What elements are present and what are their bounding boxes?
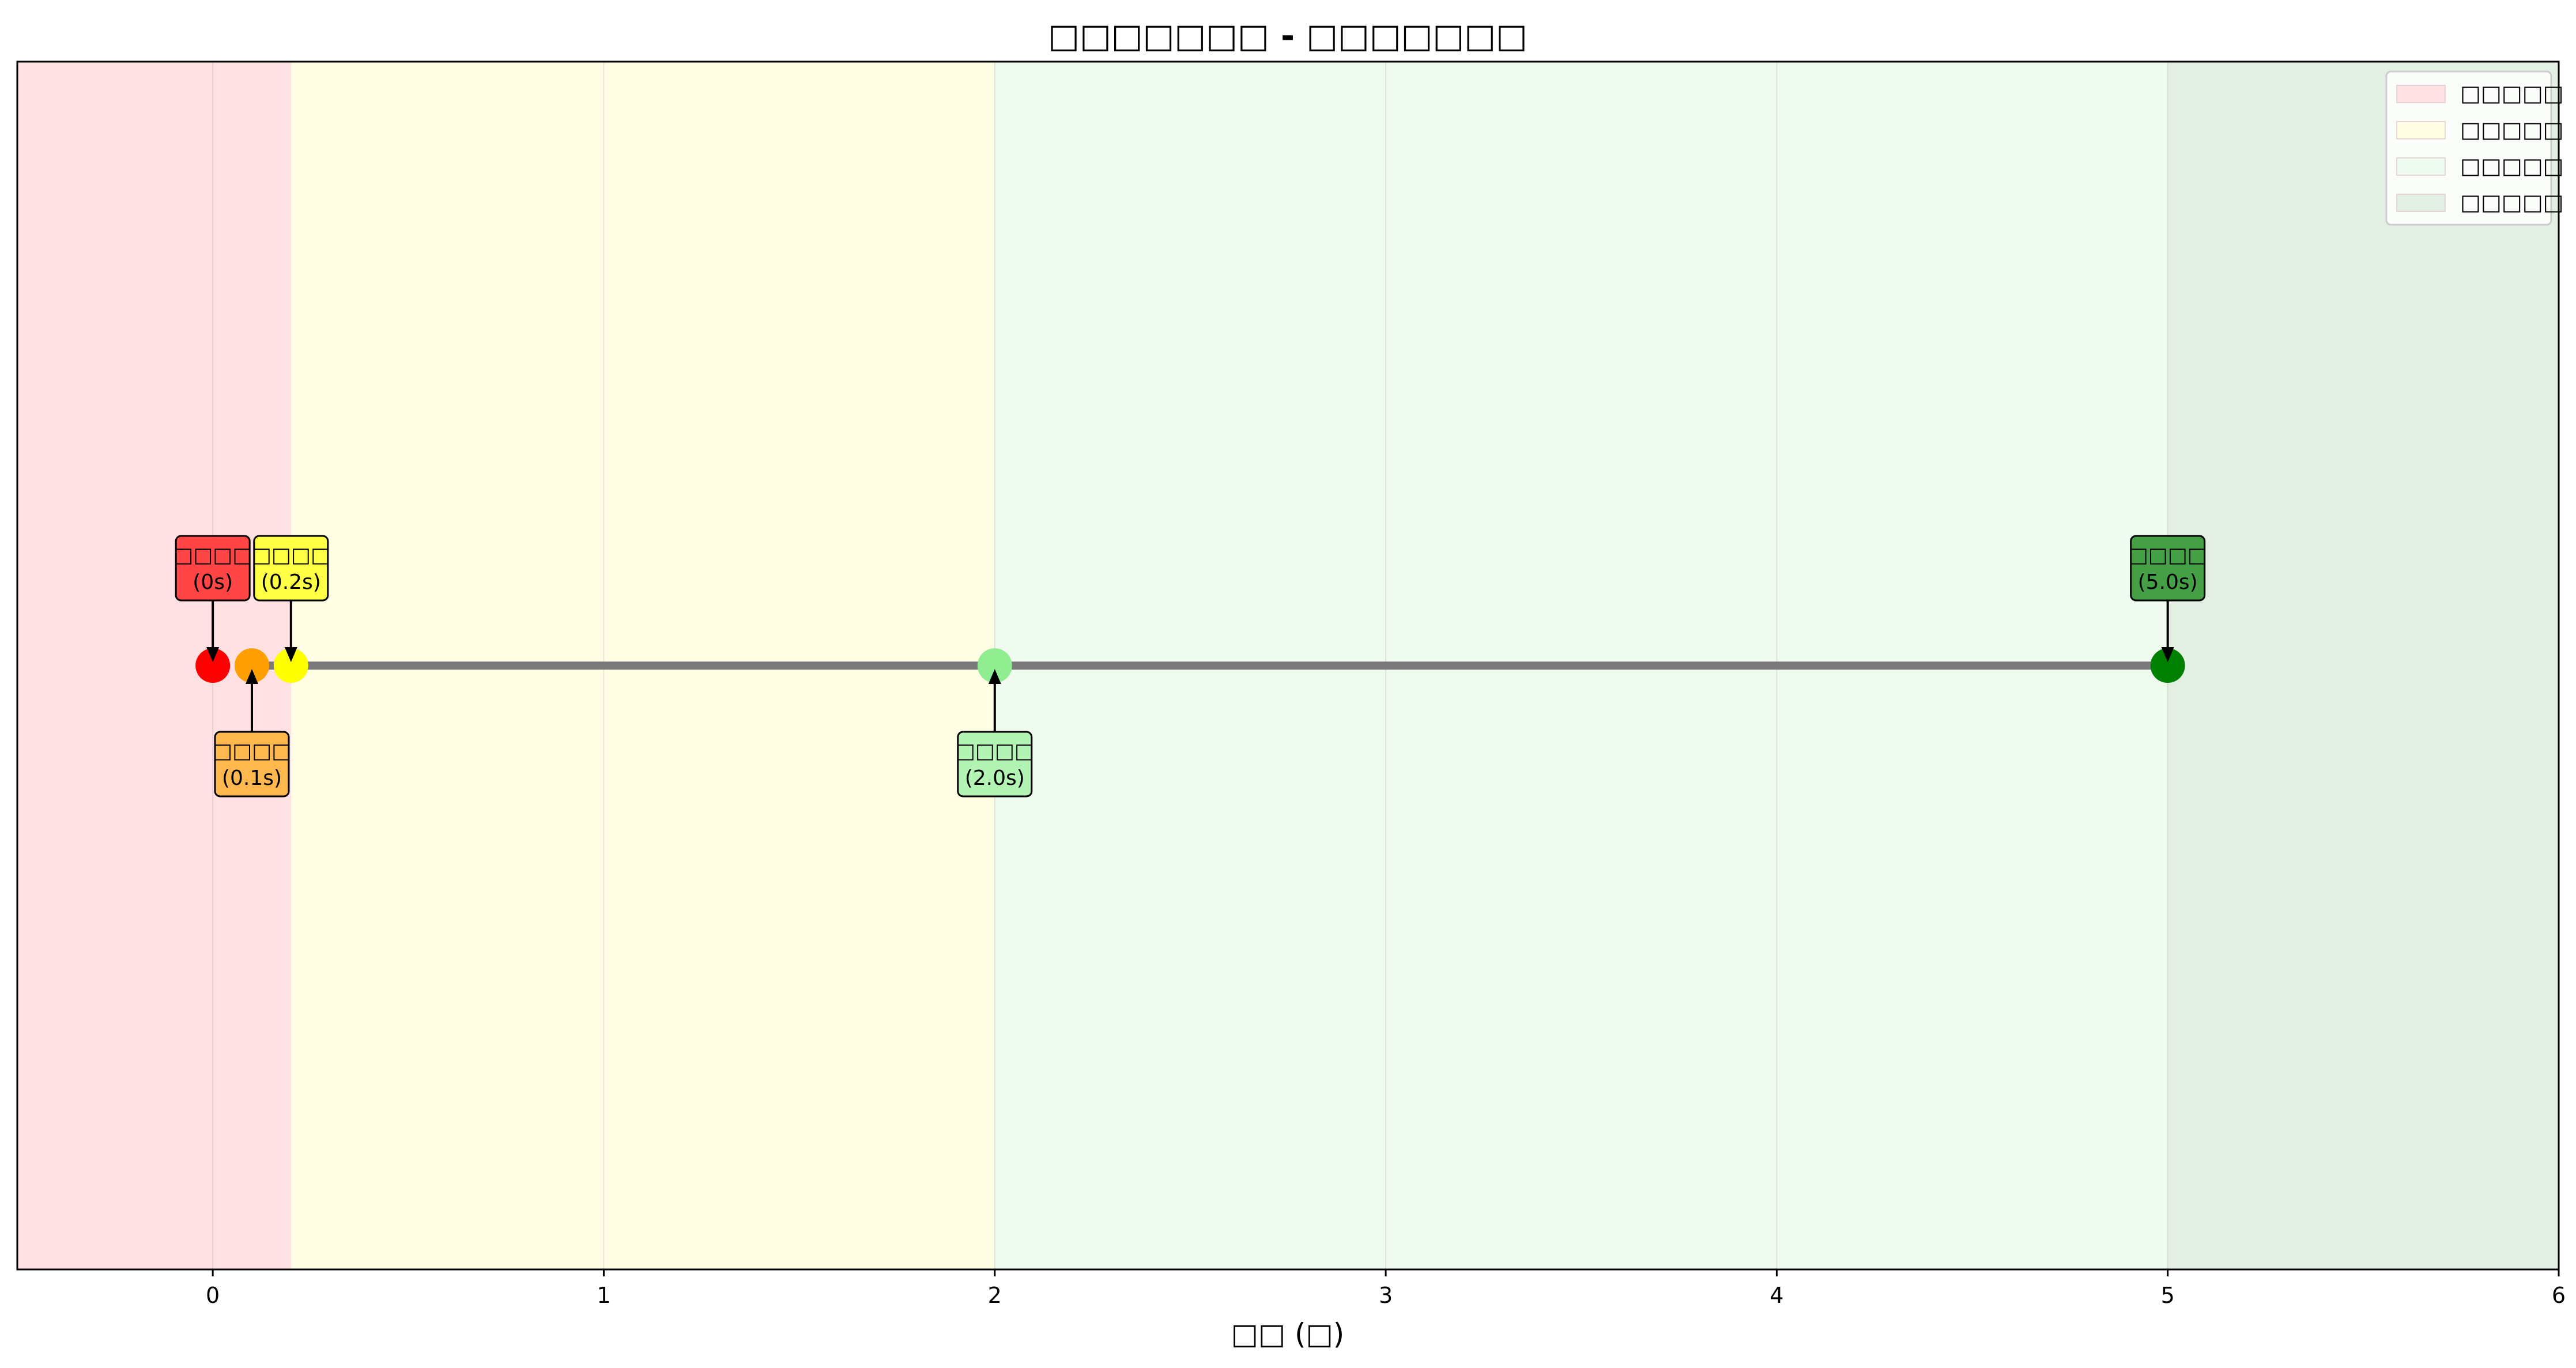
legend-label-1: □□□□□ [2460, 117, 2564, 142]
event-marker-4 [2150, 648, 2185, 683]
legend-label-3: □□□□□ [2460, 190, 2564, 215]
x-tick-label-1: 1 [597, 1283, 610, 1308]
annotation-time-0: (0s) [193, 570, 233, 594]
event-marker-2 [273, 648, 308, 683]
event-annotation-3: □□□□ (2.0s) [956, 669, 1034, 798]
annotation-arrowhead-3 [988, 669, 1001, 684]
annotation-label-2: □□□□ [252, 543, 330, 567]
legend-swatch-2 [2396, 157, 2446, 176]
annotation-time-3: (2.0s) [965, 766, 1025, 790]
legend-swatch-1 [2396, 121, 2446, 139]
legend-swatch-0 [2396, 85, 2446, 103]
annotation-box-1 [214, 731, 290, 798]
annotation-label-0: □□□□ [174, 543, 252, 567]
x-tick-label-3: 3 [1379, 1283, 1393, 1308]
legend: □□□□□ □□□□□ □□□□□ □□□□□ [2385, 70, 2564, 226]
x-axis-label: □□ (□) [1231, 1317, 1345, 1351]
event-marker-1 [234, 648, 269, 683]
event-annotation-4: □□□□ (5.0s) [2129, 535, 2207, 662]
annotation-time-1: (0.1s) [222, 766, 282, 790]
annotation-label-1: □□□□ [213, 739, 291, 763]
event-annotations: □□□□(0s)□□□□(0.1s)□□□□(0.2s)□□□□(2.0s)□□… [174, 535, 2207, 798]
annotation-arrowhead-0 [206, 647, 220, 662]
x-tick-label-2: 2 [988, 1283, 1002, 1308]
x-tick-label-5: 5 [2161, 1283, 2175, 1308]
annotation-arrowhead-2 [284, 647, 297, 662]
chart-title: □□□□□□□ - □□□□□□□ [1048, 16, 1528, 55]
x-tick-label-6: 6 [2552, 1283, 2566, 1308]
annotation-box-3 [957, 731, 1033, 798]
event-annotation-0: □□□□ (0s) [174, 535, 252, 662]
annotation-box-0 [175, 535, 251, 602]
annotation-label-4: □□□□ [2129, 543, 2207, 567]
region-3 [2167, 62, 2559, 1269]
event-annotation-2: □□□□ (0.2s) [252, 535, 330, 662]
annotation-box-2 [253, 535, 329, 602]
annotation-time-2: (0.2s) [261, 570, 321, 594]
event-marker-0 [195, 648, 231, 683]
plot-frame [16, 61, 2560, 1271]
annotation-arrowhead-4 [2161, 647, 2174, 662]
x-axis-ticks: 0 1 2 3 4 5 6 [206, 1269, 2566, 1308]
event-annotation-1: □□□□ (0.1s) [213, 669, 291, 798]
legend-swatch-3 [2396, 194, 2446, 212]
event-marker-3 [977, 648, 1012, 683]
event-markers [195, 648, 2185, 683]
legend-label-2: □□□□□ [2460, 153, 2564, 179]
annotation-box-4 [2130, 535, 2206, 602]
annotation-label-3: □□□□ [956, 739, 1034, 763]
annotation-time-4: (5.0s) [2138, 570, 2198, 594]
x-tick-label-4: 4 [1770, 1283, 1783, 1308]
legend-label-0: □□□□□ [2460, 81, 2564, 106]
legend-frame [2385, 70, 2552, 226]
annotation-arrowhead-1 [245, 669, 258, 684]
x-tick-label-0: 0 [206, 1283, 220, 1308]
